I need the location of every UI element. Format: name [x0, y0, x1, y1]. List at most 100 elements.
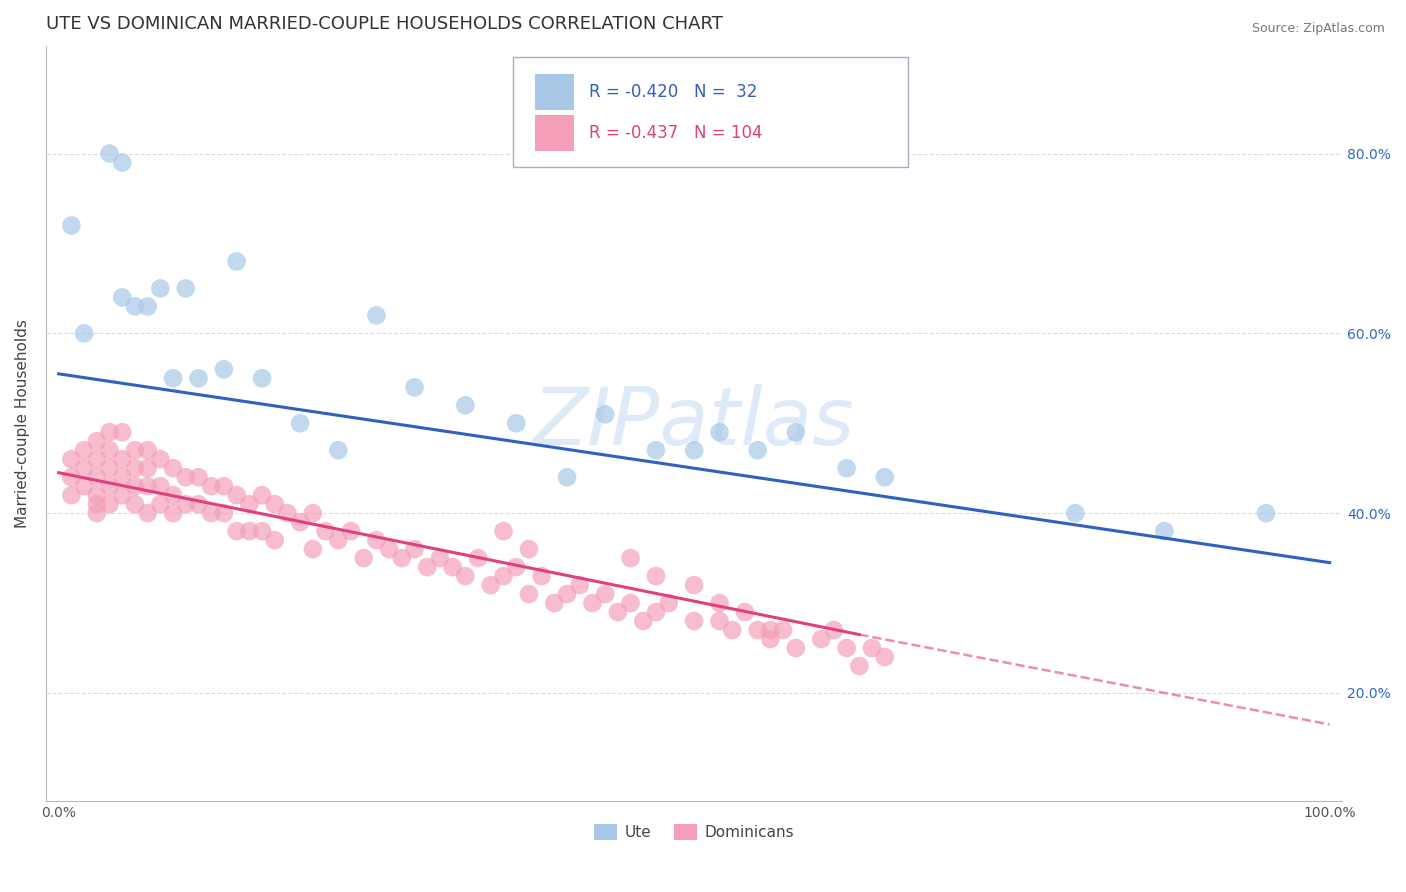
Text: R = -0.420   N =  32: R = -0.420 N = 32 [589, 83, 758, 101]
Point [149, 479, 172, 493]
Point [441, 560, 464, 574]
Point [404, 380, 426, 394]
Point [136, 506, 159, 520]
Point [174, 470, 197, 484]
Point [835, 641, 858, 656]
Point [73, 461, 96, 475]
FancyBboxPatch shape [513, 57, 908, 167]
Point [111, 488, 134, 502]
Legend: Ute, Dominicans: Ute, Dominicans [588, 818, 800, 847]
Point [162, 461, 184, 475]
Point [111, 155, 134, 169]
Text: ZIPatlas: ZIPatlas [533, 384, 855, 462]
Point [492, 569, 515, 583]
Point [543, 596, 565, 610]
Point [238, 524, 260, 538]
Point [517, 542, 540, 557]
Point [302, 542, 325, 557]
Point [86, 470, 108, 484]
Point [124, 461, 146, 475]
Point [60, 219, 83, 233]
Point [747, 443, 769, 458]
Point [162, 371, 184, 385]
Point [593, 587, 616, 601]
Point [467, 551, 489, 566]
Point [404, 542, 426, 557]
Point [645, 569, 668, 583]
Point [873, 470, 896, 484]
Point [149, 452, 172, 467]
Bar [534, 74, 574, 110]
Point [73, 479, 96, 493]
Point [633, 614, 655, 628]
Point [683, 443, 706, 458]
Point [212, 479, 235, 493]
Point [378, 542, 401, 557]
Point [593, 407, 616, 421]
Point [288, 515, 311, 529]
Point [683, 578, 706, 592]
Point [174, 281, 197, 295]
Point [60, 452, 83, 467]
Point [111, 290, 134, 304]
Point [709, 425, 731, 440]
Point [238, 497, 260, 511]
Point [315, 524, 337, 538]
Point [619, 596, 641, 610]
Point [328, 443, 350, 458]
Point [225, 488, 247, 502]
Point [162, 506, 184, 520]
Point [454, 569, 477, 583]
Point [709, 614, 731, 628]
Point [212, 506, 235, 520]
Point [149, 281, 172, 295]
Point [136, 443, 159, 458]
Point [747, 623, 769, 637]
Point [263, 497, 285, 511]
Point [581, 596, 603, 610]
Point [810, 632, 832, 646]
Point [60, 488, 83, 502]
Point [860, 641, 883, 656]
Point [683, 614, 706, 628]
Point [98, 146, 121, 161]
Point [60, 470, 83, 484]
Point [645, 605, 668, 619]
Point [1064, 506, 1087, 520]
Point [136, 461, 159, 475]
Point [619, 551, 641, 566]
Point [149, 497, 172, 511]
Point [835, 461, 858, 475]
Point [568, 578, 591, 592]
Point [366, 533, 388, 548]
Point [200, 479, 222, 493]
Point [98, 425, 121, 440]
Point [136, 479, 159, 493]
Point [136, 299, 159, 313]
Point [645, 443, 668, 458]
Point [530, 569, 553, 583]
Point [734, 605, 756, 619]
Point [759, 623, 782, 637]
Point [848, 659, 870, 673]
Point [429, 551, 451, 566]
Point [86, 506, 108, 520]
Point [606, 605, 628, 619]
Point [98, 479, 121, 493]
Point [124, 479, 146, 493]
Point [225, 254, 247, 268]
Point [98, 461, 121, 475]
Point [111, 425, 134, 440]
Point [517, 587, 540, 601]
Point [86, 452, 108, 467]
Point [759, 632, 782, 646]
Point [366, 309, 388, 323]
Point [73, 443, 96, 458]
Point [454, 398, 477, 412]
Point [73, 326, 96, 341]
Point [111, 452, 134, 467]
Point [328, 533, 350, 548]
Point [492, 524, 515, 538]
Point [225, 524, 247, 538]
Point [250, 488, 273, 502]
